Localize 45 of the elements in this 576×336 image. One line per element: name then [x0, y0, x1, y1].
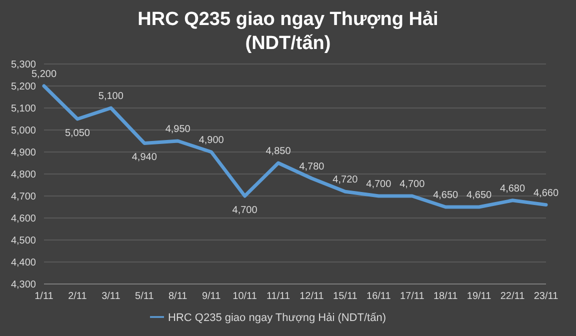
- x-tick-label: 3/11: [102, 291, 121, 302]
- x-tick-label: 10/11: [232, 291, 258, 302]
- data-label: 4,950: [165, 124, 191, 135]
- data-label: 4,700: [400, 179, 426, 190]
- data-label: 4,650: [433, 190, 459, 201]
- x-tick-label: 22/11: [500, 291, 526, 302]
- data-label: 4,700: [366, 179, 392, 190]
- x-tick-label: 5/11: [135, 291, 154, 302]
- x-tick-label: 23/11: [534, 291, 559, 302]
- y-tick-label: 5,200: [10, 82, 36, 93]
- legend-label: HRC Q235 giao ngay Thượng Hải (NDT/tấn): [168, 312, 386, 324]
- data-label: 4,720: [332, 174, 358, 186]
- x-tick-label: 1/11: [34, 291, 54, 302]
- data-label: 4,850: [266, 146, 292, 157]
- data-label: 4,700: [232, 205, 258, 216]
- data-label: 5,050: [64, 128, 90, 139]
- y-tick-label: 5,300: [10, 60, 36, 71]
- y-tick-label: 4,500: [10, 236, 36, 247]
- y-tick-label: 4,800: [10, 170, 36, 181]
- x-tick-label: 15/11: [333, 291, 358, 302]
- x-tick-label: 18/11: [433, 291, 458, 302]
- data-label: 4,660: [533, 188, 559, 199]
- data-label: 4,680: [500, 183, 526, 194]
- y-tick-label: 5,000: [10, 126, 36, 137]
- x-tick-label: 19/11: [466, 291, 492, 302]
- y-tick-label: 4,600: [10, 214, 36, 225]
- data-label: 5,200: [31, 69, 57, 80]
- x-tick-label: 8/11: [168, 291, 188, 302]
- x-tick-label: 12/11: [300, 291, 324, 302]
- y-tick-label: 4,400: [10, 258, 36, 269]
- x-tick-label: 17/11: [400, 291, 425, 302]
- y-tick-label: 4,300: [10, 280, 36, 291]
- data-label: 4,940: [132, 152, 158, 164]
- y-tick-label: 4,900: [10, 148, 36, 159]
- data-label: 4,650: [466, 190, 492, 201]
- y-tick-label: 4,700: [10, 192, 36, 203]
- x-tick-label: 9/11: [202, 291, 222, 302]
- y-tick-label: 5,100: [10, 104, 36, 115]
- chart-title: HRC Q235 giao ngay Thượng Hải (NDT/tấn): [136, 8, 440, 56]
- x-tick-label: 11/11: [266, 291, 290, 302]
- data-label: 4,780: [299, 161, 325, 172]
- data-label: 5,100: [98, 91, 124, 102]
- x-tick-label: 16/11: [366, 291, 392, 302]
- x-tick-label: 2/11: [68, 291, 88, 302]
- data-label: 4,900: [198, 135, 224, 146]
